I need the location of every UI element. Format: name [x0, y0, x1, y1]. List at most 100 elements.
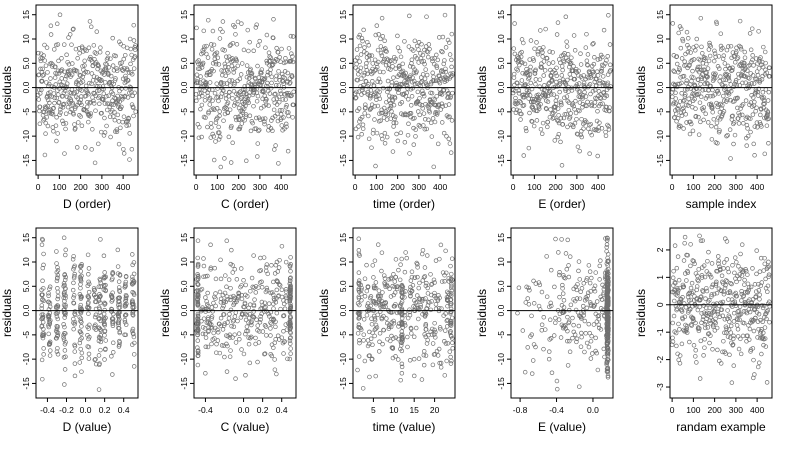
data-point: [424, 49, 430, 54]
data-point: [363, 79, 369, 84]
data-point: [195, 311, 201, 317]
data-point: [122, 80, 128, 86]
data-point: [531, 58, 536, 63]
data-point: [287, 81, 292, 86]
data-point: [560, 67, 565, 73]
data-point: [130, 290, 135, 295]
data-point: [62, 342, 68, 347]
data-point: [117, 340, 122, 345]
data-point: [711, 58, 717, 64]
data-point: [239, 296, 245, 302]
data-point: [372, 333, 377, 339]
data-point: [375, 79, 380, 84]
data-point: [195, 349, 201, 354]
data-point: [91, 74, 97, 79]
data-point: [535, 51, 541, 57]
data-point: [587, 151, 592, 156]
data-point: [598, 294, 603, 300]
data-point: [719, 273, 725, 278]
data-point: [427, 109, 432, 115]
y-axis-label: residuals: [0, 66, 14, 114]
data-point: [78, 293, 84, 299]
data-point: [670, 275, 676, 281]
data-point: [198, 74, 203, 79]
data-point: [268, 326, 273, 331]
data-point: [681, 258, 687, 263]
data-point: [515, 80, 520, 86]
data-point: [739, 60, 745, 65]
data-point: [246, 320, 251, 325]
data-point: [399, 308, 404, 314]
data-point: [121, 56, 127, 62]
data-point: [247, 311, 253, 317]
data-point: [527, 93, 533, 98]
data-point: [279, 71, 285, 77]
y-tick-label: 5.0: [179, 280, 189, 292]
data-point: [244, 328, 249, 334]
data-point: [47, 353, 53, 358]
data-point: [195, 353, 201, 358]
data-point: [101, 316, 107, 321]
data-point: [578, 51, 583, 56]
data-point: [288, 33, 294, 39]
data-point: [39, 79, 44, 84]
data-point: [448, 333, 454, 338]
data-point: [358, 65, 364, 71]
data-point: [364, 312, 370, 318]
data-point: [377, 89, 382, 95]
data-point: [419, 79, 425, 84]
data-point: [97, 335, 103, 341]
data-point: [87, 281, 92, 287]
data-point: [210, 337, 215, 342]
data-point: [78, 346, 83, 352]
data-point: [515, 67, 521, 73]
x-tick-label: 20: [430, 405, 440, 415]
data-point: [373, 163, 378, 169]
data-point: [234, 58, 239, 64]
data-point: [431, 74, 436, 79]
data-point: [571, 124, 576, 130]
data-point: [549, 78, 555, 83]
data-point: [103, 80, 108, 85]
data-point: [57, 12, 63, 18]
data-point: [765, 98, 771, 103]
data-point: [761, 330, 766, 336]
data-point: [373, 285, 379, 291]
data-point: [103, 67, 109, 73]
data-point: [55, 289, 61, 295]
data-point: [592, 283, 598, 289]
data-point: [596, 322, 601, 327]
data-point: [365, 338, 371, 343]
plot-frame: [35, 227, 139, 399]
data-point: [597, 120, 602, 125]
data-point: [750, 73, 756, 78]
data-point: [288, 314, 293, 319]
data-point: [253, 335, 258, 341]
data-point: [96, 284, 102, 290]
data-point: [103, 274, 108, 280]
data-point: [763, 276, 768, 282]
data-point: [529, 119, 535, 124]
data-point: [429, 292, 434, 298]
data-point: [195, 238, 201, 243]
data-point: [750, 112, 756, 117]
data-point: [590, 351, 595, 356]
data-point: [415, 89, 421, 95]
data-point: [556, 118, 561, 124]
data-point: [109, 353, 114, 359]
data-point: [588, 302, 594, 307]
data-point: [533, 344, 538, 350]
data-point: [251, 314, 256, 319]
data-point: [216, 137, 222, 142]
data-point: [86, 311, 91, 316]
data-point: [243, 114, 249, 119]
data-point: [259, 67, 265, 72]
data-point: [91, 101, 97, 106]
data-point: [711, 116, 717, 122]
data-point: [588, 303, 594, 309]
data-point: [86, 351, 92, 357]
y-tick-label: 10: [496, 257, 506, 267]
data-point: [289, 51, 294, 56]
data-point: [539, 131, 545, 137]
data-point: [391, 75, 396, 80]
